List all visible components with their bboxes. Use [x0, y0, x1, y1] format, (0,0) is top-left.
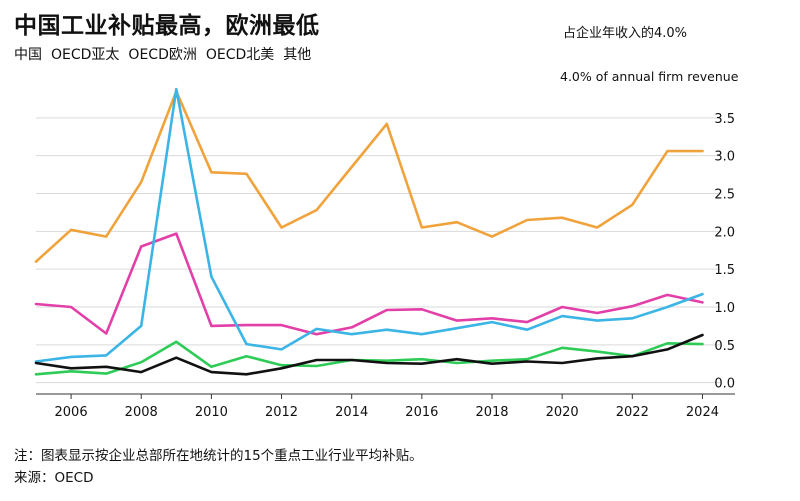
chart-source: 来源：OECD — [14, 470, 94, 486]
y-tick-label: 0.0 — [714, 377, 735, 392]
y-tick-label: 2.5 — [714, 187, 735, 202]
unit-label-chinese: 占企业年收入的4.0% — [563, 26, 688, 41]
y-tick-label: 1.5 — [714, 263, 735, 278]
y-tick-label: 1.0 — [714, 301, 735, 316]
legend-item-other: 其他 — [283, 47, 312, 63]
x-tick-label: 2022 — [616, 405, 649, 420]
x-tick-label: 2012 — [265, 405, 298, 420]
y-tick-label: 0.5 — [714, 339, 735, 354]
chart-title: 中国工业补贴最高，欧洲最低 — [14, 13, 320, 39]
series-line-2 — [34, 232, 704, 336]
legend-item-oecd-europe: OECD欧洲 — [128, 47, 197, 63]
x-tick-label: 2018 — [475, 405, 508, 420]
y-tick-label: 3.0 — [714, 150, 735, 165]
series-line-3 — [34, 87, 704, 363]
chart-note: 注：图表显示按企业总部所在地统计的15个重点工业行业平均补贴。 — [14, 448, 423, 464]
legend-item-oecd-asia-pacific: OECD亚太 — [51, 47, 120, 63]
y-tick-label: 2.0 — [714, 225, 735, 240]
legend: 中国 OECD亚太 OECD欧洲 OECD北美 其他 — [14, 44, 311, 64]
x-tick-label: 2016 — [405, 405, 438, 420]
x-tick-label: 2010 — [195, 405, 228, 420]
series-line-1 — [34, 90, 704, 263]
legend-item-oecd-north-america: OECD北美 — [205, 47, 275, 63]
x-tick-label: 2006 — [55, 405, 88, 420]
series-line-5 — [34, 333, 704, 376]
x-tick-label: 2014 — [335, 405, 368, 420]
y-tick-label: 3.5 — [714, 112, 735, 127]
x-tick-label: 2024 — [686, 405, 719, 420]
legend-item-china: 中国 — [14, 47, 42, 63]
unit-label-english: 4.0% of annual firm revenue — [560, 69, 739, 84]
x-tick-label: 2020 — [546, 405, 579, 420]
x-tick-label: 2008 — [125, 405, 158, 420]
